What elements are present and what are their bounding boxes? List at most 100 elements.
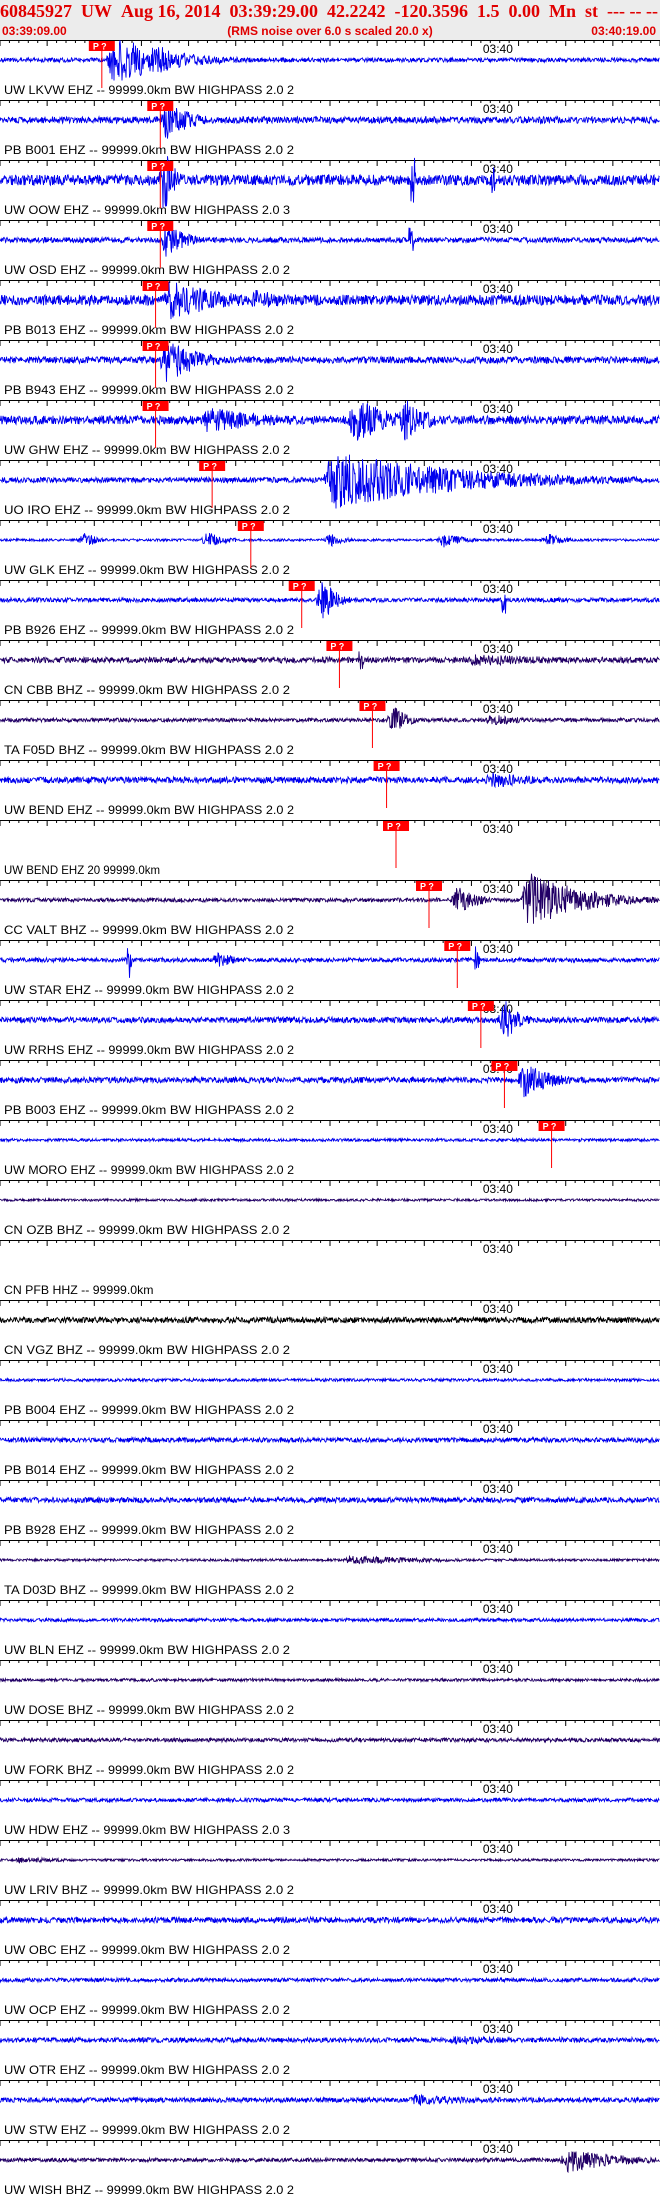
minute-tick-label: 03:40 [483,1302,513,1316]
trace-label: UW WISH BHZ -- 99999.0km BW HIGHPASS 2.0… [4,2183,294,2197]
time-window: (RMS noise over 6.0 s scaled 20.0 x) 03:… [0,22,660,40]
pick-label: P ? [203,462,217,472]
trace-label: UW OSD EHZ -- 99999.0km BW HIGHPASS 2.0 … [4,263,290,277]
trace-label: UW DOSE BHZ -- 99999.0km BW HIGHPASS 2.0… [4,1703,294,1717]
minute-tick-label: 03:40 [483,462,513,476]
trace-row: 03:40 UW WISH BHZ -- 99999.0km BW HIGHPAS… [0,2140,660,2197]
trace-row: 03:40 PB B928 EHZ -- 99999.0km BW HIGHPAS… [0,1480,660,1537]
minute-tick-label: 03:40 [483,1542,513,1556]
pick-flag [142,341,169,351]
trace-row: 03:40 UW STW EHZ -- 99999.0km BW HIGHPASS… [0,2080,660,2137]
minute-tick-label: 03:40 [483,282,513,296]
pick-flag [373,761,400,771]
waveform [0,1136,660,1144]
minute-tick-label: 03:40 [483,1722,513,1736]
pick-label: P ? [147,342,161,352]
origin-time: 03:39:29.00 [229,1,319,21]
window-start-time: 03:39:09.00 [2,24,67,38]
trace-label: UW FORK BHZ -- 99999.0km BW HIGHPASS 2.0… [4,1763,294,1777]
trace-row: 03:40 UW LKVW EHZ -- 99999.0km BW HIGHPAS… [0,40,660,97]
minute-tick-label: 03:40 [483,2082,513,2096]
trace-label: UW HDW EHZ -- 99999.0km BW HIGHPASS 2.0 … [4,1823,290,1837]
waveform [0,1495,660,1505]
trace-row: 03:40 UW OCP EHZ -- 99999.0km BW HIGHPASS… [0,1960,660,2017]
waveform [0,873,660,924]
trace-label: UW OBC EHZ -- 99999.0km BW HIGHPASS 2.0 … [4,1943,290,1957]
waveform [0,1915,660,1925]
minute-tick-label: 03:40 [483,1842,513,1856]
waveform [0,1435,660,1445]
trace-row: 03:40 CN PFB HHZ -- 99999.0km [0,1240,660,1297]
trace-label: UW OCP EHZ -- 99999.0km BW HIGHPASS 2.0 … [4,2003,290,2017]
pick-label: P ? [472,1002,486,1012]
pick-flag [326,641,353,651]
waveform [0,1736,660,1744]
trace-label: PB B004 EHZ -- 99999.0km BW HIGHPASS 2.0… [4,1403,294,1417]
minute-tick-label: 03:40 [483,1662,513,1676]
trace-label: PB B926 EHZ -- 99999.0km BW HIGHPASS 2.0… [4,623,294,637]
pick-flag [383,821,409,831]
waveform [0,1856,660,1864]
trace-label: PB B001 EHZ -- 99999.0km BW HIGHPASS 2.0… [4,143,294,157]
trace-label: PB B014 EHZ -- 99999.0km BW HIGHPASS 2.0… [4,1463,294,1477]
window-end-time: 03:40:19.00 [591,24,656,38]
trace-row: 03:40 UW BEND EHZ 20 99999.0km P ? [0,820,660,877]
waveform [0,1676,660,1684]
trace-row: 03:40 UW OSD EHZ -- 99999.0km BW HIGHPASS… [0,220,660,277]
trace-label: UW RRHS EHZ -- 99999.0km BW HIGHPASS 2.0… [4,1043,294,1057]
trace-row: 03:40 PB B943 EHZ -- 99999.0km BW HIGHPAS… [0,340,660,397]
pick-label: P ? [151,222,165,232]
minute-tick-label: 03:40 [483,42,513,56]
waveform [0,281,660,320]
minute-tick-label: 03:40 [483,822,513,836]
trace-label: CN PFB HHZ -- 99999.0km [4,1283,154,1297]
event-longitude: -120.3596 [394,1,469,21]
pick-flag [491,1061,518,1071]
pick-flag [467,1001,494,1011]
minute-tick-label: 03:40 [483,102,513,116]
seismogram-header: 60845927 UW Aug 16, 2014 03:39:29.00 42.2242… [0,0,660,40]
waveform [0,454,660,509]
pick-flag [444,941,471,951]
event-status: st [585,1,599,21]
trace-row: 03:40 UW FORK BHZ -- 99999.0km BW HIGHPAS… [0,1720,660,1777]
pick-label: P ? [147,402,161,412]
pick-flag [147,161,174,171]
trace-label: UW GLK EHZ -- 99999.0km BW HIGHPASS 2.0 … [4,563,290,577]
trace-label: UW STAR EHZ -- 99999.0km BW HIGHPASS 2.0… [4,983,294,997]
minute-tick-label: 03:40 [483,1182,513,1196]
waveform [0,582,660,619]
trace-label: UW OTR EHZ -- 99999.0km BW HIGHPASS 2.0 … [4,2063,290,2077]
waveform [0,1066,660,1098]
waveform [0,343,660,382]
pick-flag [288,581,315,591]
pick-flag [142,281,169,291]
event-network: UW [81,1,112,21]
pick-label: P ? [151,162,165,172]
trace-row: 03:40 PB B926 EHZ -- 99999.0km BW HIGHPAS… [0,580,660,637]
minute-tick-label: 03:40 [483,582,513,596]
pick-flag [199,461,226,471]
minute-tick-label: 03:40 [483,402,513,416]
magnitude-type: Mn [549,1,577,21]
trace-row: 03:40 PB B004 EHZ -- 99999.0km BW HIGHPAS… [0,1360,660,1417]
trace-row: 03:40 TA F05D BHZ -- 99999.0km BW HIGHPAS… [0,700,660,757]
pick-flag [359,701,386,711]
trace-row: 03:40 UW STAR EHZ -- 99999.0km BW HIGHPAS… [0,940,660,997]
minute-tick-label: 03:40 [483,702,513,716]
pick-label: P ? [293,582,307,592]
waveform [0,2035,660,2046]
minute-tick-label: 03:40 [483,222,513,236]
trace-label: TA D03D BHZ -- 99999.0km BW HIGHPASS 2.0… [4,1583,294,1597]
trace-row: 03:40 CC VALT BHZ -- 99999.0km BW HIGHPAS… [0,873,660,937]
pick-label: P ? [242,522,256,532]
event-date: Aug 16, 2014 [121,1,221,21]
trace-label: UW BEND EHZ 20 99999.0km [4,863,160,877]
minute-tick-label: 03:40 [483,762,513,776]
trace-row: 03:40 UW OOW EHZ -- 99999.0km BW HIGHPASS… [0,156,660,217]
event-magnitude: 0.00 [508,1,541,21]
trace-row: 03:40 PB B001 EHZ -- 99999.0km BW HIGHPAS… [0,100,660,157]
trace-row: 03:40 CN OZB BHZ -- 99999.0km BW HIGHPASS… [0,1180,660,1237]
waveform [0,1796,660,1804]
waveform [0,2093,660,2107]
